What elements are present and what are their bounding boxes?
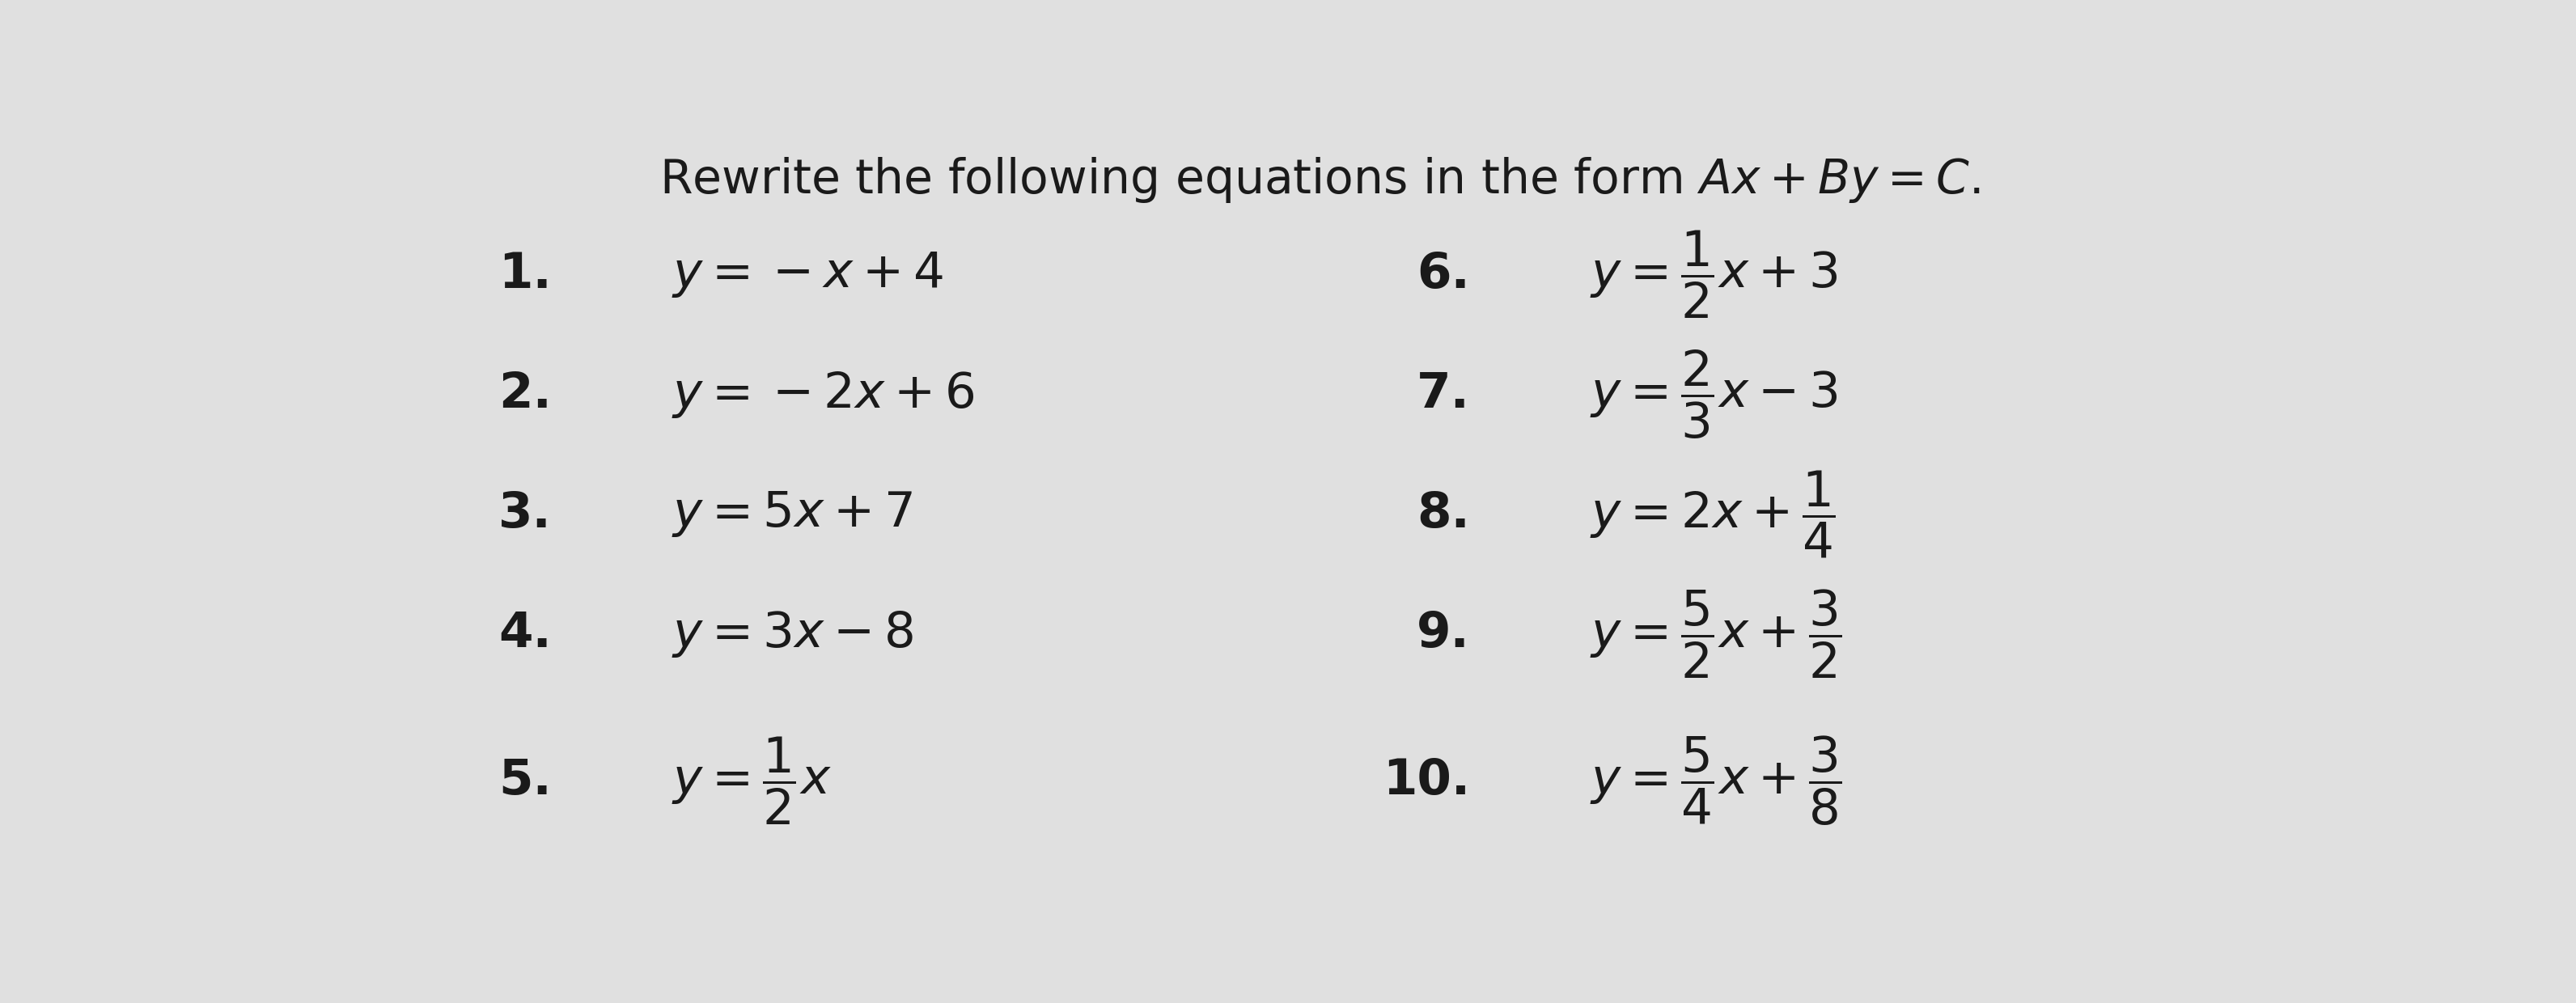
Text: 8.: 8. bbox=[1417, 490, 1471, 538]
Text: $y = -x + 4$: $y = -x + 4$ bbox=[672, 250, 943, 300]
Text: 6.: 6. bbox=[1417, 251, 1471, 299]
Text: 4.: 4. bbox=[497, 610, 551, 658]
Text: $y = \dfrac{5}{2}x + \dfrac{3}{2}$: $y = \dfrac{5}{2}x + \dfrac{3}{2}$ bbox=[1589, 588, 1842, 680]
Text: $y = \dfrac{1}{2}x + 3$: $y = \dfrac{1}{2}x + 3$ bbox=[1589, 229, 1837, 321]
Text: $y = \dfrac{5}{4}x + \dfrac{3}{8}$: $y = \dfrac{5}{4}x + \dfrac{3}{8}$ bbox=[1589, 734, 1842, 827]
Text: $y = \dfrac{1}{2}x$: $y = \dfrac{1}{2}x$ bbox=[672, 735, 832, 826]
Text: $y = 5x + 7$: $y = 5x + 7$ bbox=[672, 489, 912, 539]
Text: Rewrite the following equations in the form $Ax + By = C$.: Rewrite the following equations in the f… bbox=[659, 155, 1981, 205]
Text: $y = 3x - 8$: $y = 3x - 8$ bbox=[672, 609, 914, 659]
Text: 10.: 10. bbox=[1383, 757, 1471, 804]
Text: 3.: 3. bbox=[497, 490, 551, 538]
Text: $y = \dfrac{2}{3}x - 3$: $y = \dfrac{2}{3}x - 3$ bbox=[1589, 348, 1837, 440]
Text: $y = -2x + 6$: $y = -2x + 6$ bbox=[672, 369, 974, 419]
Text: 2.: 2. bbox=[497, 371, 551, 418]
Text: 1.: 1. bbox=[497, 251, 551, 299]
Text: 5.: 5. bbox=[497, 757, 551, 804]
Text: 9.: 9. bbox=[1417, 610, 1471, 658]
Text: 7.: 7. bbox=[1417, 371, 1471, 418]
Text: $y = 2x + \dfrac{1}{4}$: $y = 2x + \dfrac{1}{4}$ bbox=[1589, 468, 1837, 560]
